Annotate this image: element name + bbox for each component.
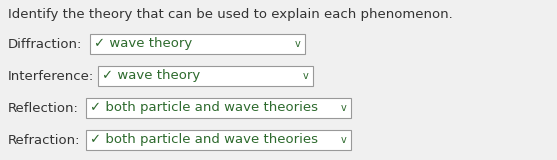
Text: Reflection:: Reflection: <box>8 101 79 115</box>
FancyBboxPatch shape <box>86 98 351 118</box>
FancyBboxPatch shape <box>98 66 313 86</box>
Text: v: v <box>295 39 301 49</box>
Text: ✓ wave theory: ✓ wave theory <box>102 69 201 83</box>
Text: Interference:: Interference: <box>8 69 94 83</box>
Text: v: v <box>303 71 309 81</box>
Text: ✓ both particle and wave theories: ✓ both particle and wave theories <box>90 101 318 115</box>
Text: ✓ both particle and wave theories: ✓ both particle and wave theories <box>90 133 318 147</box>
Text: ✓ wave theory: ✓ wave theory <box>94 37 192 51</box>
FancyBboxPatch shape <box>86 130 351 150</box>
Text: Identify the theory that can be used to explain each phenomenon.: Identify the theory that can be used to … <box>8 8 453 21</box>
Text: Refraction:: Refraction: <box>8 133 81 147</box>
Text: v: v <box>341 135 347 145</box>
Text: Diffraction:: Diffraction: <box>8 37 82 51</box>
FancyBboxPatch shape <box>90 34 305 54</box>
Text: v: v <box>341 103 347 113</box>
